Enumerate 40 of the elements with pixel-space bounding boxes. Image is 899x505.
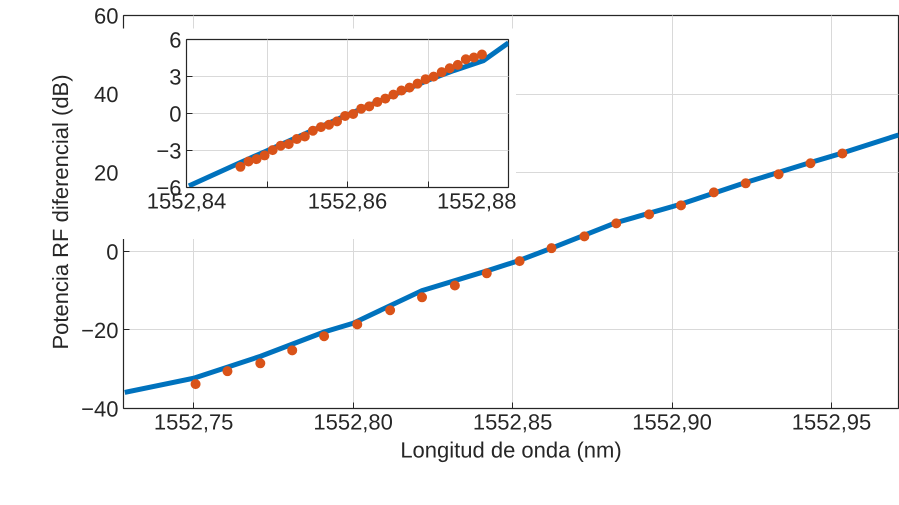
point — [611, 218, 622, 228]
point — [190, 379, 201, 390]
x-tick-label: 1552,90 — [632, 410, 712, 434]
point — [352, 319, 362, 330]
y-tick-label: 20 — [94, 160, 119, 186]
point — [482, 268, 492, 278]
y-tick-label: 0 — [169, 102, 182, 126]
y-tick-label: −3 — [156, 138, 182, 164]
y-tick-label: −20 — [81, 318, 119, 343]
point — [255, 358, 266, 368]
point — [740, 178, 751, 188]
x-tick-label: 1552,80 — [313, 410, 393, 434]
point — [287, 345, 298, 356]
point — [417, 292, 428, 302]
y-tick-label: 6 — [169, 28, 182, 52]
y-axis-title: Potencia RF diferencial (dB) — [48, 74, 74, 350]
point — [385, 305, 396, 316]
x-tick-label: 1552,86 — [308, 188, 388, 214]
point — [319, 331, 330, 342]
x-tick-label: 1552,95 — [792, 410, 872, 434]
y-tick-label: 60 — [94, 4, 119, 28]
point — [676, 200, 686, 210]
x-tick-label: 1552,85 — [472, 410, 552, 434]
y-tick-label: −40 — [81, 396, 119, 422]
point — [644, 209, 654, 220]
point — [450, 280, 460, 290]
point — [222, 366, 232, 376]
x-tick-label: 1552,75 — [154, 410, 234, 434]
x-tick-label: 1552,88 — [436, 188, 517, 214]
point — [774, 169, 784, 180]
point — [514, 256, 525, 266]
y-tick-label: 3 — [169, 64, 182, 90]
y-tick-label: 40 — [94, 82, 119, 108]
x-axis-title: Longitud de onda (nm) — [400, 438, 622, 462]
point — [546, 243, 557, 254]
point — [805, 158, 816, 168]
point — [837, 148, 848, 158]
point — [579, 231, 590, 242]
y-tick-label: 0 — [106, 239, 119, 264]
point — [708, 187, 719, 198]
